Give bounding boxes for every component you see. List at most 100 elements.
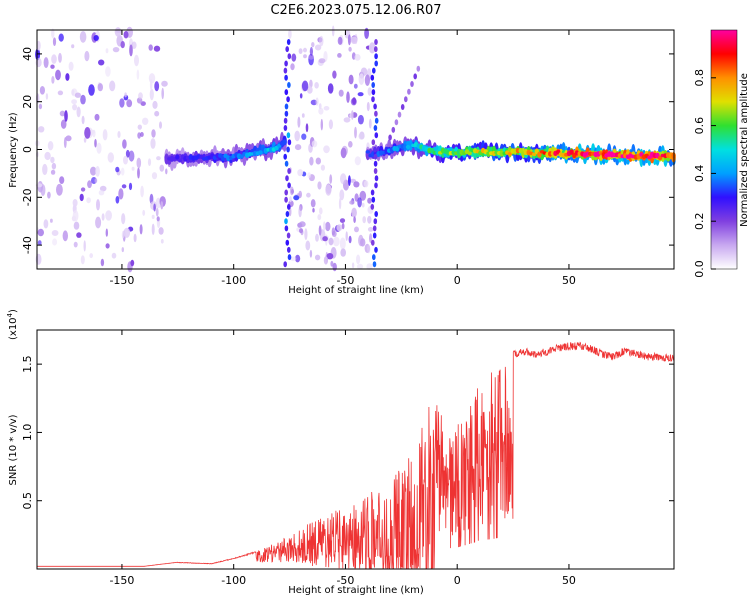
noise-blob-0 — [123, 227, 131, 238]
noise-blob-0 — [84, 50, 90, 62]
noise-blob-0 — [97, 83, 104, 92]
snr-y-axis-label: SNR (10 * v/v) — [8, 414, 19, 485]
noise-blob-0 — [71, 99, 77, 105]
noise-blob-0 — [72, 210, 79, 222]
transition-streak — [373, 168, 378, 174]
noise-blob-0 — [109, 80, 116, 92]
transition-streak — [371, 89, 376, 96]
transition-streak — [287, 82, 291, 88]
snr-multiplier-label: (x104) — [6, 309, 19, 340]
noise-blob-0 — [50, 218, 53, 223]
spectrogram-x-axis-label: Height of straight line (km) — [288, 285, 424, 296]
snr-y-tick-label: 1.0 — [21, 424, 34, 442]
noise-blob-0 — [134, 54, 139, 67]
noise-blob-0 — [92, 129, 96, 138]
noise-blob-1 — [318, 58, 326, 64]
noise-blob-1 — [314, 44, 322, 51]
colorbar-label: Normalized spectral amplitude — [739, 73, 750, 227]
noise-blob-0 — [105, 210, 112, 221]
noise-blob-1 — [299, 93, 303, 99]
noise-blob-0 — [105, 243, 110, 249]
noise-blob-0 — [73, 221, 80, 230]
noise-blob-0 — [58, 33, 64, 42]
noise-blob-0 — [150, 138, 156, 149]
transition-streak — [285, 175, 289, 182]
snr-x-axis-label: Height of straight line (km) — [288, 585, 424, 596]
branch-mark — [413, 73, 418, 80]
noise-blob-0 — [38, 126, 45, 133]
noise-blob-0 — [123, 31, 129, 39]
noise-blob-0 — [133, 233, 137, 243]
noise-blob-1 — [359, 190, 367, 201]
noise-blob-0 — [158, 227, 164, 235]
snr-x-tick-label: 50 — [562, 574, 576, 587]
noise-blob-1 — [339, 237, 346, 250]
snr-x-tick-label: -100 — [221, 574, 246, 587]
noise-blob-1 — [348, 235, 352, 244]
transition-streak — [286, 146, 290, 153]
noise-blob-0 — [118, 188, 124, 200]
noise-blob-0 — [136, 157, 142, 169]
transition-streak — [286, 39, 291, 45]
noise-blob-0 — [105, 48, 109, 54]
noise-blob-1 — [314, 82, 319, 89]
noise-blob-0 — [129, 44, 133, 57]
transition-streak — [284, 218, 288, 225]
noise-blob-0 — [151, 129, 156, 138]
noise-blob-0 — [86, 197, 91, 204]
noise-blob-1 — [341, 222, 345, 230]
noise-blob-1 — [303, 54, 307, 59]
noise-blob-1 — [348, 46, 352, 52]
noise-blob-0 — [45, 93, 49, 100]
noise-blob-0 — [51, 76, 55, 84]
transition-streak — [374, 246, 378, 253]
ridge-mark — [282, 139, 287, 146]
noise-blob-0 — [142, 117, 149, 126]
transition-streak — [283, 153, 288, 160]
noise-blob-1 — [320, 118, 323, 131]
noise-blob-1 — [295, 254, 301, 263]
noise-blob-1 — [368, 42, 376, 54]
transition-streak — [285, 239, 290, 246]
noise-blob-1 — [289, 196, 292, 203]
transition-streak — [287, 53, 292, 60]
transition-streak — [374, 175, 379, 182]
noise-blob-0 — [126, 99, 133, 108]
noise-blob-0 — [76, 106, 81, 118]
noise-blob-0 — [139, 224, 143, 235]
snr-y-tick-label: 1.5 — [21, 355, 34, 373]
noise-blob-1 — [339, 218, 346, 224]
noise-blob-0 — [152, 100, 158, 109]
noise-blob-0 — [59, 176, 65, 185]
snr-series-line — [37, 341, 675, 570]
noise-blob-0 — [68, 61, 74, 71]
noise-blob-0 — [79, 31, 87, 43]
noise-blob-0 — [105, 228, 109, 237]
noise-blob-0 — [83, 137, 87, 143]
transition-streak — [286, 96, 290, 103]
noise-blob-0 — [122, 139, 127, 149]
transition-streak — [370, 189, 375, 196]
noise-blob-0 — [87, 180, 92, 189]
ridge-mark — [258, 150, 263, 155]
noise-blob-0 — [89, 253, 93, 259]
spectrogram-x-tick-label: 50 — [562, 274, 576, 287]
noise-blob-1 — [354, 54, 361, 61]
transition-streak — [284, 160, 289, 167]
noise-blob-0 — [148, 44, 153, 51]
noise-blob-1 — [338, 89, 344, 97]
noise-blob-1 — [315, 233, 319, 242]
noise-blob-0 — [84, 126, 91, 139]
noise-blob-1 — [353, 216, 356, 223]
noise-blob-1 — [309, 79, 313, 89]
noise-blob-1 — [363, 180, 369, 188]
noise-blob-0 — [73, 241, 78, 248]
noise-blob-0 — [121, 247, 125, 253]
branch-mark — [416, 65, 421, 72]
snr-multiplier-close: ) — [8, 309, 19, 313]
noise-blob-1 — [343, 117, 351, 123]
noise-blob-0 — [57, 90, 64, 96]
noise-blob-1 — [323, 145, 330, 154]
snr-y-tick-label: 0.5 — [21, 492, 34, 510]
transition-streak — [370, 74, 375, 81]
